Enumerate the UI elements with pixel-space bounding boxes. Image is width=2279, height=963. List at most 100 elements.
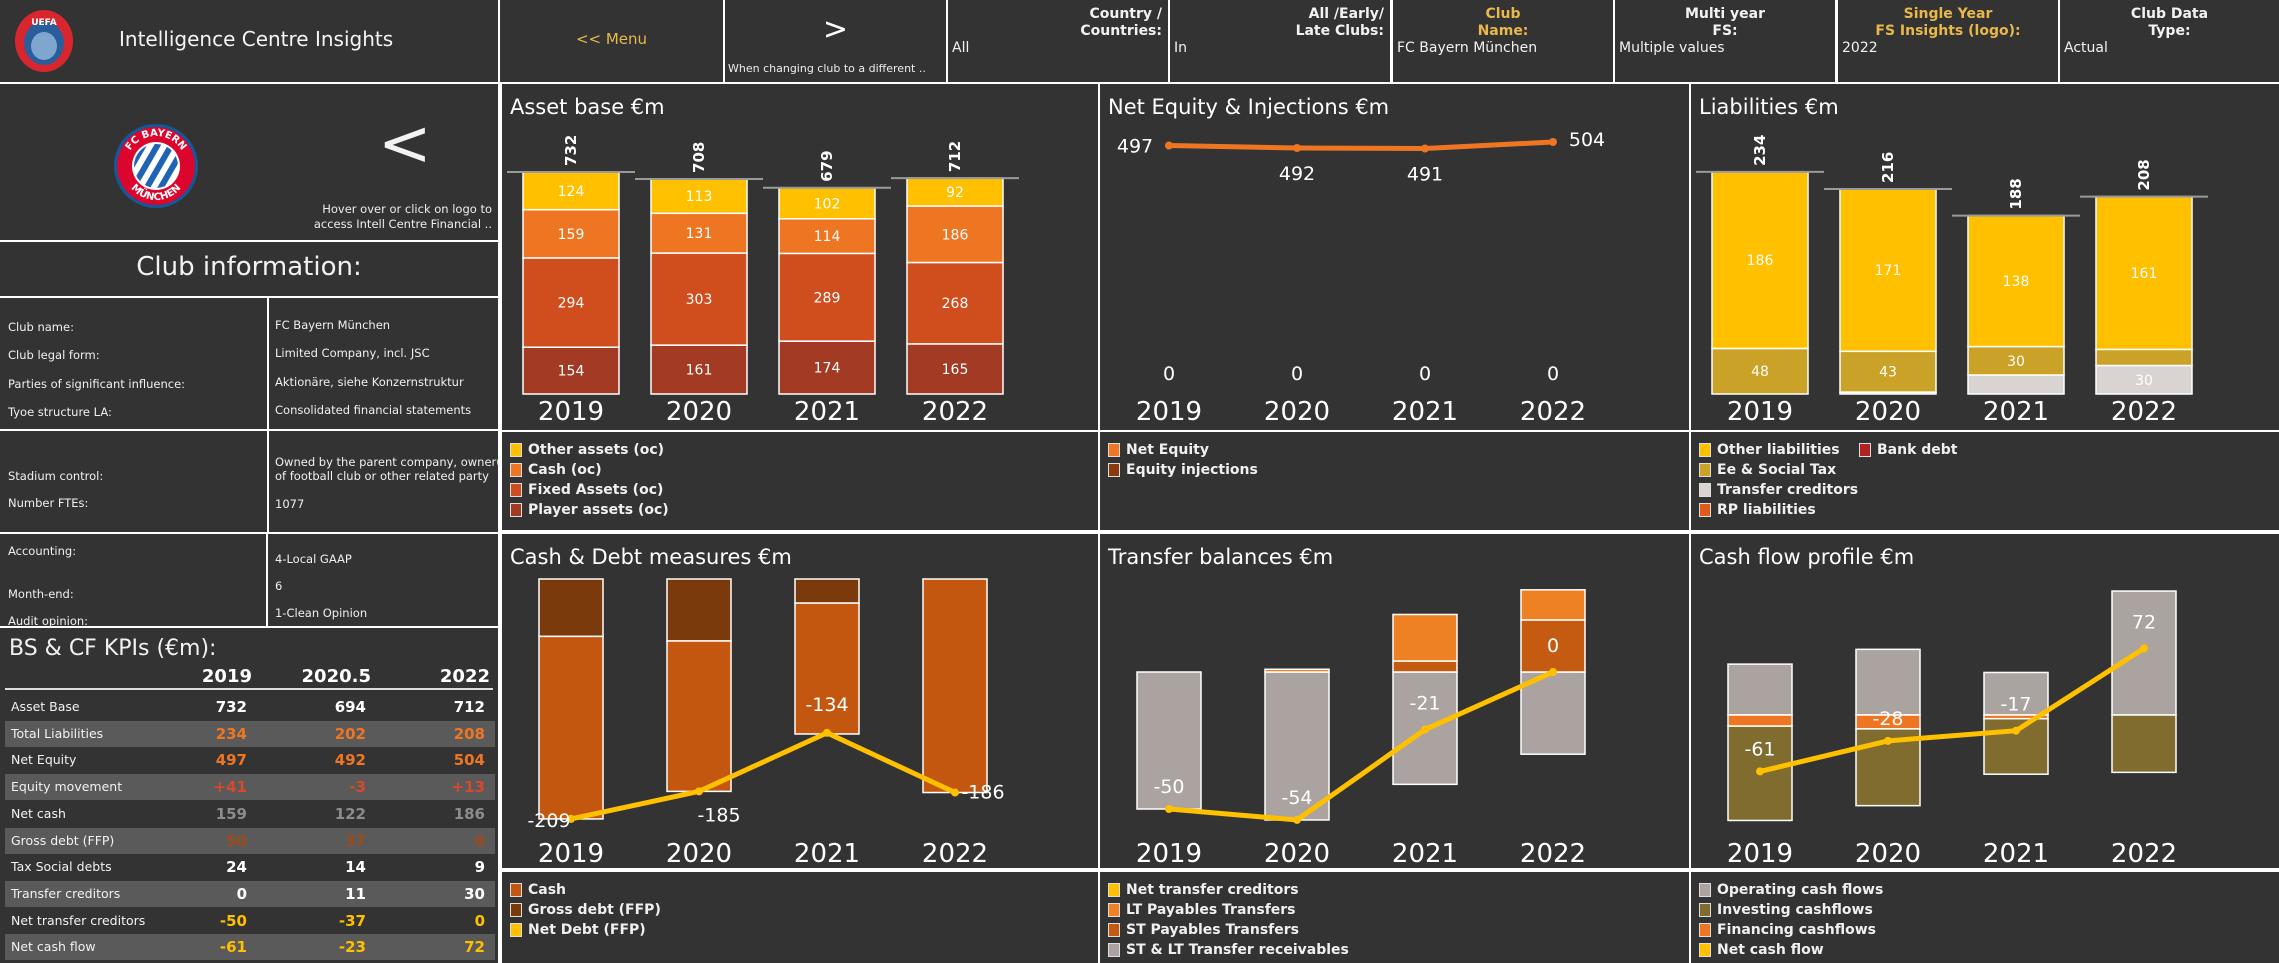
kpi-value: -37 bbox=[338, 911, 366, 930]
bar-segment[interactable] bbox=[794, 602, 860, 735]
line-point[interactable] bbox=[1756, 767, 1764, 776]
bar-segment[interactable] bbox=[650, 178, 748, 215]
legend-item[interactable]: Cash bbox=[510, 880, 1098, 900]
bar-segment[interactable] bbox=[1855, 648, 1921, 716]
line-point[interactable] bbox=[2140, 644, 2148, 653]
bar-segment[interactable] bbox=[666, 578, 732, 642]
line-point[interactable] bbox=[2012, 726, 2020, 735]
bar-segment[interactable] bbox=[2095, 195, 2193, 351]
legend-item[interactable]: Equity injections bbox=[1108, 460, 1689, 480]
line-point[interactable] bbox=[951, 788, 959, 797]
filter-4[interactable]: Single Year FS Insights (logo): 2022 bbox=[1838, 0, 2058, 82]
bar-segment[interactable] bbox=[650, 212, 748, 254]
legend-item[interactable]: Fixed Assets (oc) bbox=[510, 480, 1098, 500]
bar-segment[interactable] bbox=[1711, 347, 1809, 395]
filter-0[interactable]: Country / Countries: All bbox=[948, 0, 1168, 82]
bar-segment[interactable] bbox=[650, 252, 748, 346]
legend-item[interactable]: Other assets (oc) bbox=[510, 440, 1098, 460]
bar-segment[interactable] bbox=[906, 343, 1004, 395]
bar-segment[interactable] bbox=[522, 257, 620, 348]
line-point[interactable] bbox=[1549, 668, 1557, 676]
filter-value[interactable]: FC Bayern München bbox=[1397, 40, 1538, 56]
legend-item[interactable]: ST Payables Transfers bbox=[1108, 920, 1689, 940]
bar-segment[interactable] bbox=[1136, 671, 1202, 810]
bar-segment[interactable] bbox=[2095, 364, 2193, 395]
bar-segment[interactable] bbox=[1264, 668, 1330, 673]
bar-segment[interactable] bbox=[2095, 348, 2193, 367]
bar-segment[interactable] bbox=[922, 578, 988, 794]
filter-value[interactable]: 2022 bbox=[1842, 40, 1878, 56]
filter-value[interactable]: Actual bbox=[2064, 40, 2108, 56]
bar-segment[interactable] bbox=[906, 205, 1004, 264]
bar-segment[interactable] bbox=[1967, 374, 2065, 395]
line-point[interactable] bbox=[823, 728, 831, 737]
bar-segment[interactable] bbox=[650, 344, 748, 395]
line-point[interactable] bbox=[1293, 815, 1301, 824]
bar-segment[interactable] bbox=[538, 578, 604, 638]
filter-value[interactable]: In bbox=[1174, 40, 1188, 56]
legend-item[interactable]: Ee & Social Tax bbox=[1699, 460, 1859, 480]
bar-segment[interactable] bbox=[522, 208, 620, 259]
legend-item[interactable]: RP liabilities bbox=[1699, 500, 1859, 520]
filter-value[interactable]: All bbox=[952, 40, 970, 56]
bar-segment[interactable] bbox=[794, 578, 860, 604]
legend-item[interactable]: Gross debt (FFP) bbox=[510, 900, 1098, 920]
bar-segment[interactable] bbox=[1392, 613, 1458, 662]
legend-item[interactable]: Financing cashflows bbox=[1699, 920, 2279, 940]
bar-segment[interactable] bbox=[1392, 660, 1458, 673]
legend-item[interactable]: Bank debt bbox=[1859, 440, 2019, 460]
legend-item[interactable]: Transfer creditors bbox=[1699, 480, 1859, 500]
filter-value[interactable]: Multiple values bbox=[1619, 40, 1725, 56]
filter-1[interactable]: All /Early/ Late Clubs: In bbox=[1170, 0, 1390, 82]
menu-button[interactable]: << Menu bbox=[500, 0, 723, 82]
bar-segment[interactable] bbox=[778, 340, 876, 395]
next-club-button[interactable]: > When changing club to a different .. bbox=[725, 0, 946, 82]
line-point[interactable] bbox=[1165, 141, 1173, 150]
bar-segment[interactable] bbox=[1711, 171, 1809, 350]
line-point[interactable] bbox=[695, 787, 703, 796]
legend-item[interactable]: Net Equity bbox=[1108, 440, 1689, 460]
bar-segment[interactable] bbox=[2111, 714, 2177, 774]
line-point[interactable] bbox=[1293, 144, 1301, 152]
legend-item[interactable]: Net Debt (FFP) bbox=[510, 920, 1098, 940]
line-point[interactable] bbox=[1165, 805, 1173, 813]
bar-segment[interactable] bbox=[1264, 671, 1330, 821]
x-tick-label: 2019 bbox=[1136, 839, 1202, 868]
legend-item[interactable]: Cash (oc) bbox=[510, 460, 1098, 480]
legend-item[interactable]: LT Payables Transfers bbox=[1108, 900, 1689, 920]
legend-item[interactable]: Other liabilities bbox=[1699, 440, 1859, 460]
line-point[interactable] bbox=[1549, 138, 1557, 146]
legend-item[interactable]: Operating cash flows bbox=[1699, 880, 2279, 900]
line-point[interactable] bbox=[1884, 736, 1892, 745]
legend-item[interactable]: Net transfer creditors bbox=[1108, 880, 1689, 900]
bar-segment[interactable] bbox=[1520, 619, 1586, 673]
info-value: Owned by the parent company, owner(s) of… bbox=[275, 455, 512, 483]
bar-segment[interactable] bbox=[538, 635, 604, 820]
club-logo[interactable]: FC BAYERN MÜNCHEN bbox=[112, 122, 200, 210]
filter-2[interactable]: Club Name: FC Bayern München bbox=[1393, 0, 1613, 82]
filter-3[interactable]: Multi year FS: Multiple values bbox=[1615, 0, 1835, 82]
bar-segment[interactable] bbox=[778, 252, 876, 342]
bar-segment[interactable] bbox=[1727, 714, 1793, 727]
bar-segment[interactable] bbox=[906, 261, 1004, 345]
bar-segment[interactable] bbox=[1839, 188, 1937, 353]
bar-segment[interactable] bbox=[778, 218, 876, 255]
bar-segment[interactable] bbox=[1967, 214, 2065, 348]
bar-segment[interactable] bbox=[2111, 590, 2177, 716]
line-point[interactable] bbox=[1421, 725, 1429, 734]
bar-segment[interactable] bbox=[522, 171, 620, 211]
bar-segment[interactable] bbox=[1727, 663, 1793, 716]
legend-item[interactable]: Player assets (oc) bbox=[510, 500, 1098, 520]
bar-segment[interactable] bbox=[1520, 671, 1586, 755]
line-point[interactable] bbox=[567, 814, 575, 823]
line-point[interactable] bbox=[1421, 144, 1429, 153]
bar-segment[interactable] bbox=[666, 640, 732, 793]
legend-item[interactable]: ST & LT Transfer receivables bbox=[1108, 940, 1689, 960]
bar-segment[interactable] bbox=[1520, 589, 1586, 621]
legend-item[interactable]: Investing cashflows bbox=[1699, 900, 2279, 920]
back-chevron-icon[interactable]: < bbox=[378, 107, 432, 181]
legend-item[interactable]: Net cash flow bbox=[1699, 940, 2279, 960]
bar-segment[interactable] bbox=[1983, 671, 2049, 716]
bar-segment[interactable] bbox=[778, 187, 876, 220]
filter-5[interactable]: Club Data Type: Actual bbox=[2060, 0, 2279, 82]
